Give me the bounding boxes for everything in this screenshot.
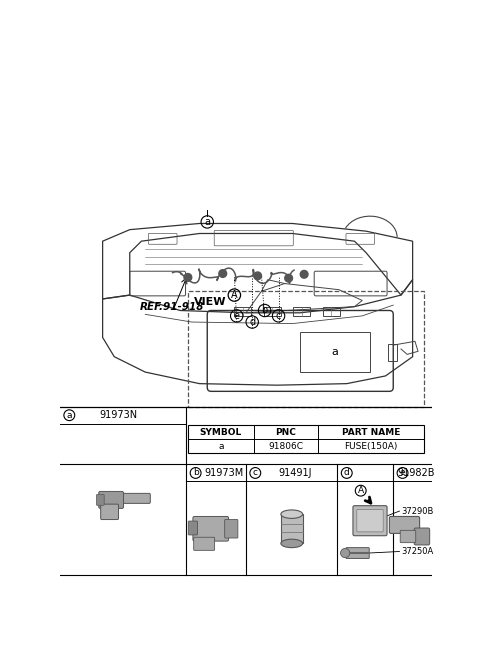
Text: c: c bbox=[276, 311, 281, 321]
Text: a: a bbox=[218, 441, 224, 451]
Text: b: b bbox=[193, 468, 199, 478]
Circle shape bbox=[184, 274, 192, 281]
Bar bbox=[388, 344, 397, 361]
Text: A: A bbox=[358, 486, 364, 495]
FancyBboxPatch shape bbox=[193, 516, 228, 541]
Text: a: a bbox=[332, 347, 338, 357]
Bar bbox=[300, 332, 370, 372]
Bar bbox=[188, 425, 424, 453]
Text: 91806C: 91806C bbox=[268, 441, 303, 451]
FancyBboxPatch shape bbox=[194, 537, 215, 550]
FancyBboxPatch shape bbox=[389, 516, 420, 533]
Bar bbox=[188, 291, 424, 407]
Bar bbox=[323, 306, 340, 316]
Text: d: d bbox=[344, 468, 349, 478]
Text: PNC: PNC bbox=[276, 428, 297, 437]
FancyBboxPatch shape bbox=[346, 548, 369, 558]
Ellipse shape bbox=[281, 539, 302, 548]
FancyBboxPatch shape bbox=[400, 530, 416, 543]
Bar bbox=[264, 306, 281, 316]
FancyBboxPatch shape bbox=[188, 521, 198, 535]
Text: c: c bbox=[253, 468, 258, 478]
Text: b: b bbox=[262, 306, 268, 316]
Ellipse shape bbox=[281, 510, 302, 518]
Text: 37290B: 37290B bbox=[401, 506, 433, 516]
Circle shape bbox=[300, 270, 308, 278]
Circle shape bbox=[219, 270, 227, 277]
FancyBboxPatch shape bbox=[119, 493, 150, 503]
Bar bbox=[281, 514, 302, 543]
Text: 37250A: 37250A bbox=[401, 547, 433, 556]
Text: 91973M: 91973M bbox=[204, 468, 243, 478]
Text: FUSE(150A): FUSE(150A) bbox=[344, 441, 398, 451]
Text: d: d bbox=[249, 317, 255, 327]
FancyBboxPatch shape bbox=[357, 510, 383, 532]
Circle shape bbox=[254, 272, 262, 279]
Circle shape bbox=[340, 548, 350, 558]
FancyBboxPatch shape bbox=[225, 520, 238, 538]
Text: e: e bbox=[400, 468, 406, 478]
FancyBboxPatch shape bbox=[99, 491, 123, 508]
FancyBboxPatch shape bbox=[353, 506, 387, 536]
Circle shape bbox=[285, 274, 292, 282]
Text: a: a bbox=[204, 217, 210, 227]
Text: 91491J: 91491J bbox=[279, 468, 312, 478]
Text: SYMBOL: SYMBOL bbox=[200, 428, 242, 437]
FancyBboxPatch shape bbox=[101, 504, 119, 520]
Text: A: A bbox=[231, 290, 238, 300]
Text: VIEW: VIEW bbox=[194, 297, 227, 308]
Bar bbox=[293, 306, 311, 316]
Text: 91982B: 91982B bbox=[398, 468, 435, 478]
Text: REF.91-918: REF.91-918 bbox=[140, 302, 204, 312]
Bar bbox=[234, 306, 252, 316]
FancyBboxPatch shape bbox=[96, 495, 104, 505]
FancyBboxPatch shape bbox=[414, 528, 430, 545]
Text: 91973N: 91973N bbox=[99, 410, 137, 420]
Text: PART NAME: PART NAME bbox=[342, 428, 400, 437]
Text: a: a bbox=[67, 411, 72, 420]
Text: e: e bbox=[234, 311, 240, 321]
